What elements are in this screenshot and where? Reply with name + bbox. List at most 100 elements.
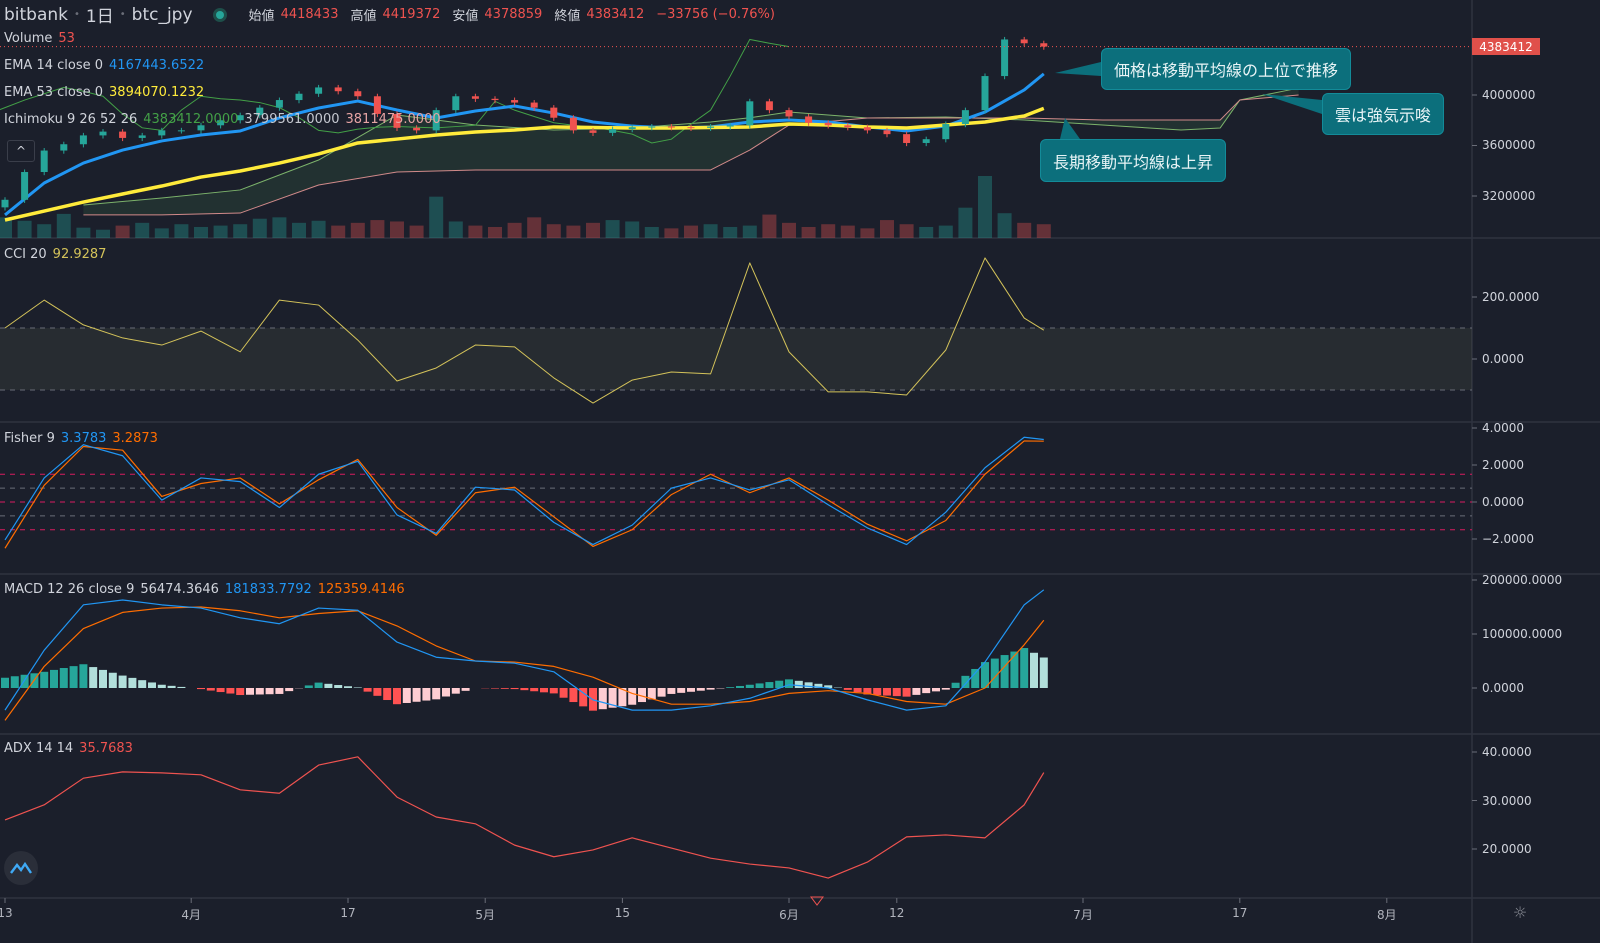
legend-ema53[interactable]: EMA 53 close 0 3894070.1232: [4, 85, 204, 100]
volume-bar: [546, 224, 561, 238]
legend-label: Volume: [4, 31, 53, 46]
pane-adx: [4, 756, 1045, 879]
legend-cci[interactable]: CCI 20 92.9287: [4, 247, 106, 262]
volume-bar: [762, 214, 777, 238]
volume-bar: [938, 225, 953, 238]
legend-ichimoku[interactable]: Ichimoku 9 26 52 26 4383412.0000 3799561.0…: [4, 112, 441, 127]
volume-bar: [213, 225, 228, 238]
macd-histogram-bar: [197, 688, 205, 690]
y-tick-label: 4000000: [1482, 88, 1536, 102]
macd-histogram-bar: [69, 666, 78, 688]
legend-fisher[interactable]: Fisher 9 3.3783 3.2873: [4, 431, 158, 446]
candle-body: [491, 98, 499, 101]
x-tick-label: 7月: [1073, 908, 1093, 922]
cci-line: [4, 257, 1045, 404]
macd-histogram-bar: [677, 688, 686, 693]
macd-histogram-bar: [873, 688, 882, 696]
legend-volume[interactable]: Volume 53: [4, 31, 75, 46]
candle-body: [413, 127, 421, 131]
volume-bar: [507, 222, 522, 238]
candle-body: [589, 130, 597, 133]
candle-body: [138, 135, 146, 138]
macd-histogram-bar: [285, 688, 294, 692]
volume-bar: [860, 228, 875, 238]
y-tick-label: 20.0000: [1482, 842, 1532, 856]
symbol-name[interactable]: btc_jpy: [131, 4, 193, 25]
macd-histogram-bar: [1, 677, 9, 688]
macd-histogram-bar: [912, 688, 921, 695]
macd-histogram-bar: [1010, 651, 1019, 688]
candle-body: [393, 113, 401, 128]
macd-histogram-bar: [765, 682, 774, 688]
volume-bar: [56, 213, 71, 238]
candle-body: [21, 172, 29, 200]
symbol-header: bitbank • 1日 • btc_jpy 始値 4418433 高値 44193…: [4, 2, 775, 28]
legend-adx[interactable]: ADX 14 14 35.7683: [4, 741, 133, 756]
macd-histogram-bar: [59, 668, 68, 688]
legend-macd[interactable]: MACD 12 26 close 9 56474.3646 181833.7792 1…: [4, 582, 405, 597]
macd-histogram-bar: [383, 688, 392, 701]
macd-histogram-bar: [167, 685, 176, 688]
macd-histogram-bar: [138, 680, 147, 688]
annotation-callout[interactable]: 雲は強気示唆: [1322, 93, 1445, 135]
annotation-callout[interactable]: 長期移動平均線は上昇: [1040, 139, 1227, 182]
market-status-icon: [212, 7, 227, 22]
candle-body: [903, 134, 911, 143]
volume-bar: [272, 217, 287, 238]
candle-body: [511, 100, 519, 103]
x-tick-label: 13: [0, 906, 13, 920]
macd-histogram-bar: [990, 658, 999, 688]
collapse-legend-button[interactable]: ^: [7, 140, 35, 162]
annotation-callout[interactable]: 価格は移動平均線の上位で推移: [1101, 48, 1352, 90]
ema53-line: [4, 106, 1045, 222]
callout-pointer: [1055, 62, 1101, 76]
candle-body: [942, 124, 950, 140]
volume-bar: [390, 221, 404, 238]
candle-body: [961, 110, 969, 125]
exchange-name[interactable]: bitbank: [4, 4, 69, 25]
macd-histogram-bar: [491, 688, 499, 689]
macd-histogram-bar: [530, 688, 539, 692]
candle-body: [530, 102, 538, 108]
tradingview-logo-icon[interactable]: [4, 851, 38, 885]
candle-body: [295, 93, 303, 101]
volume-bar: [429, 196, 444, 238]
candle-body: [334, 87, 342, 92]
volume-bar: [252, 218, 267, 238]
candle-body: [863, 127, 871, 131]
x-tick-label: 17: [340, 906, 356, 920]
volume-bar: [1017, 222, 1032, 238]
macd-histogram-bar: [736, 685, 744, 688]
legend-value: 3.2873: [112, 431, 158, 446]
candle-body: [452, 96, 460, 111]
macd-histogram-bar: [687, 688, 695, 692]
macd-histogram-bar: [579, 688, 588, 707]
volume-bar: [997, 213, 1012, 238]
gear-icon[interactable]: ☼: [1512, 903, 1528, 922]
ichimoku-span-b: [83, 94, 1299, 216]
candle-body: [79, 135, 87, 145]
legend-value: 4167443.6522: [109, 58, 205, 73]
volume-bar: [958, 207, 973, 238]
candle-body: [569, 117, 577, 131]
candle-body: [354, 91, 362, 97]
volume-bar: [742, 225, 757, 238]
macd-histogram-bar: [785, 679, 793, 688]
macd-histogram-bar: [667, 688, 676, 694]
legend-label: CCI 20: [4, 247, 47, 262]
volume-bar: [448, 221, 463, 238]
legend-value: 125359.4146: [317, 582, 405, 597]
volume-bar: [566, 225, 581, 238]
macd-histogram-bar: [892, 688, 901, 697]
macd-histogram-bar: [951, 682, 960, 688]
macd-histogram-bar: [99, 669, 107, 688]
legend-ema14[interactable]: EMA 14 close 0 4167443.6522: [4, 58, 204, 73]
interval[interactable]: 1日: [85, 7, 114, 27]
macd-histogram-bar: [79, 664, 88, 688]
candle-body: [687, 127, 695, 129]
macd-histogram-bar: [432, 688, 441, 700]
macd-histogram-bar: [706, 688, 715, 690]
volume-bar: [331, 225, 346, 238]
macd-histogram-bar: [549, 688, 558, 694]
